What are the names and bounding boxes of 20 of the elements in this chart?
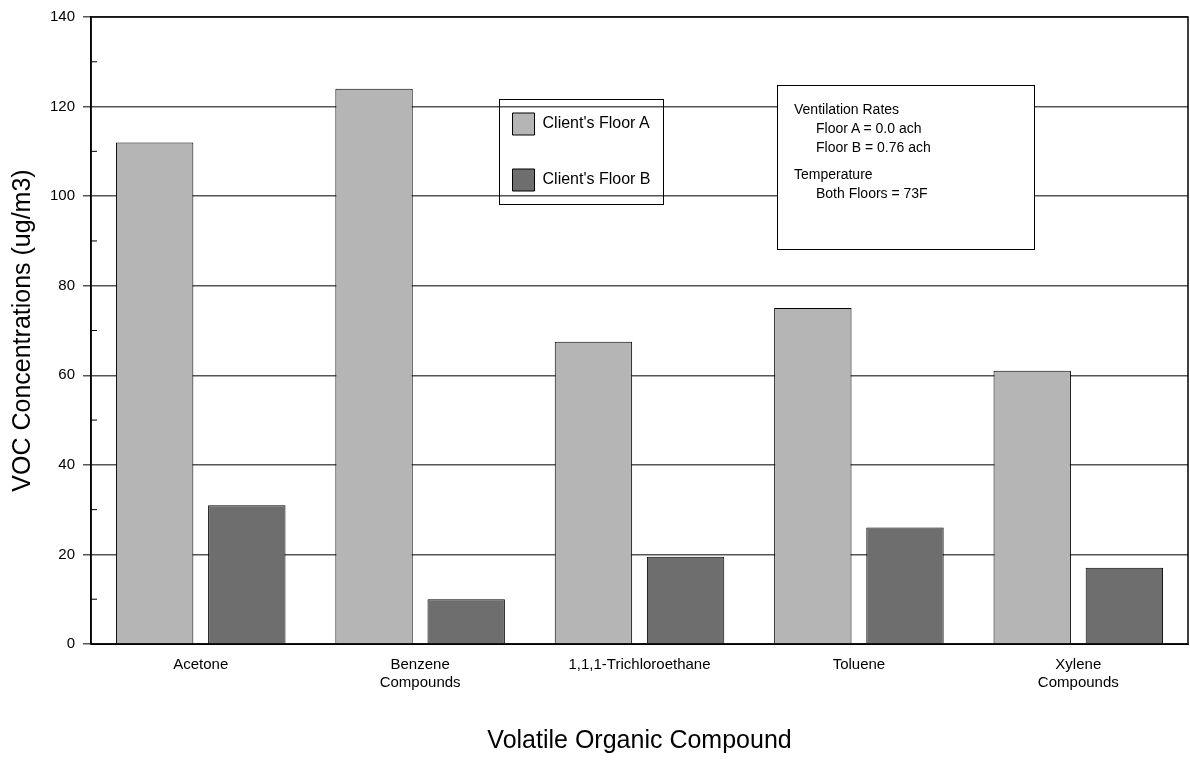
y-tick-label: 0 bbox=[66, 634, 76, 652]
y-tick-label: 120 bbox=[50, 96, 76, 114]
legend-label: Client's Floor A bbox=[542, 114, 650, 132]
y-tick-label: 100 bbox=[50, 186, 76, 204]
x-tick-label: Benzene Compounds bbox=[379, 655, 461, 691]
x-tick-label: Acetone bbox=[173, 655, 229, 673]
x-tick-label: Toluene bbox=[832, 655, 886, 673]
legend-label: Client's Floor B bbox=[542, 170, 651, 188]
annotation: Temperature Both Floors = 73F bbox=[794, 165, 929, 203]
y-tick-label: 20 bbox=[58, 544, 76, 562]
x-axis-title: Volatile Organic Compound bbox=[487, 724, 792, 753]
note-box: Ventilation Rates Floor A = 0.0 ach Floor B = 0.76 ach Temperature Both Floors = 73F bbox=[777, 85, 1035, 250]
annotation: Ventilation Rates Floor A = 0.0 ach Floor B = 0.76 ach bbox=[794, 100, 932, 157]
y-tick-label: 80 bbox=[58, 275, 76, 293]
y-tick-label: 60 bbox=[58, 365, 76, 383]
x-tick-label: 1,1,1-Trichloroethane bbox=[568, 655, 711, 673]
y-tick-label: 140 bbox=[50, 7, 76, 25]
x-tick-label: Xylene Compounds bbox=[1037, 655, 1119, 691]
y-tick-label: 40 bbox=[58, 455, 76, 472]
y-axis-title: VOC Concentrations (ug/m3) bbox=[6, 169, 35, 492]
